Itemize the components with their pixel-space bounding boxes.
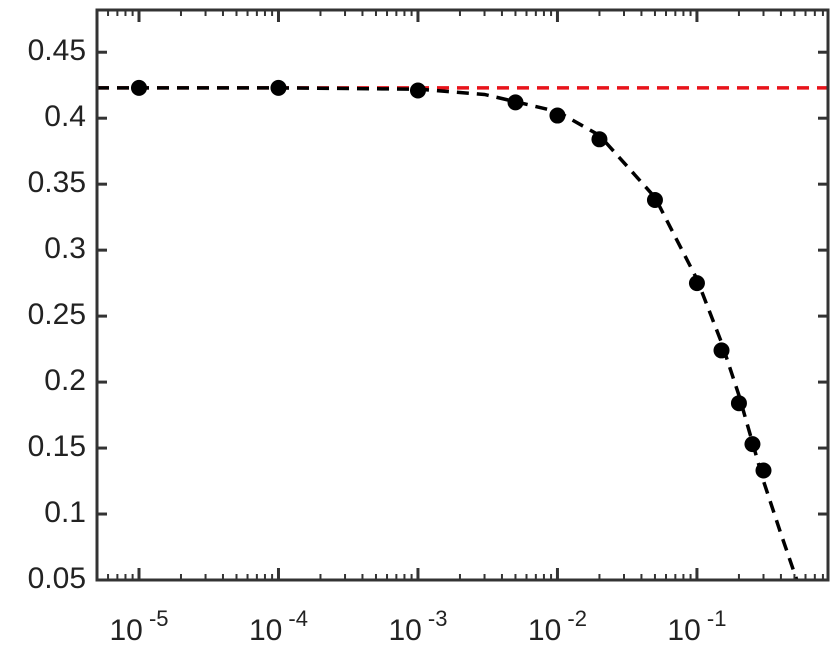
y-tick-label: 0.25 — [28, 298, 86, 331]
data-point — [755, 462, 772, 479]
y-tick-label: 0.2 — [44, 364, 86, 397]
base: 10 — [667, 614, 700, 646]
plot-frame — [95, 8, 830, 582]
x-tick-label: 10 -4 — [249, 606, 308, 646]
x-tick-label: 10 -5 — [109, 606, 168, 646]
data-point — [744, 436, 761, 453]
data-point — [549, 107, 566, 124]
exponent: -3 — [422, 606, 448, 631]
data-point — [409, 82, 426, 99]
y-tick-label: 0.05 — [28, 562, 86, 595]
exponent: -5 — [143, 606, 169, 631]
data-point — [688, 275, 705, 292]
data-point — [713, 342, 730, 359]
y-tick-label: 0.3 — [44, 232, 86, 265]
fit-line — [97, 86, 799, 580]
exponent: -4 — [282, 606, 308, 631]
data-point — [270, 79, 287, 96]
base: 10 — [109, 614, 142, 646]
x-tick-label: 10 -3 — [388, 606, 447, 646]
y-tick-label: 0.15 — [28, 430, 86, 463]
exponent: -2 — [561, 606, 587, 631]
base: 10 — [528, 614, 561, 646]
base: 10 — [388, 614, 421, 646]
plot-area — [97, 86, 828, 580]
data-point — [591, 131, 608, 148]
data-point — [130, 79, 147, 96]
y-tick-label: 0.35 — [28, 166, 86, 199]
y-tick-label: 0.1 — [44, 496, 86, 529]
exponent: -1 — [701, 606, 727, 631]
x-tick-label: 10 -2 — [528, 606, 587, 646]
x-tick-label: 10 -1 — [667, 606, 726, 646]
data-point — [646, 192, 663, 208]
y-tick-label: 0.45 — [28, 34, 86, 67]
data-point — [507, 94, 524, 111]
data-point — [730, 395, 747, 412]
base: 10 — [249, 614, 282, 646]
y-tick-label: 0.4 — [44, 100, 86, 133]
